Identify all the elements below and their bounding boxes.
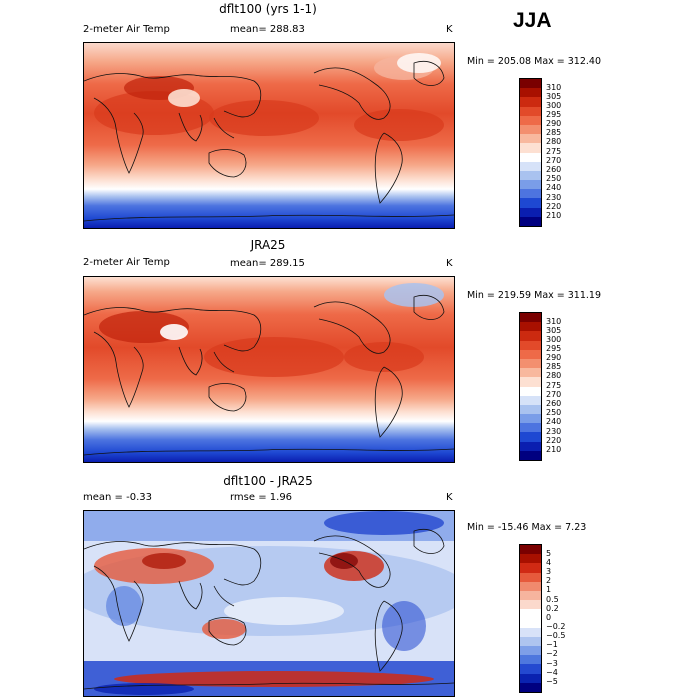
- panel-2-colorbar: [519, 312, 542, 461]
- panel-1-map: [83, 42, 455, 229]
- season-label: JJA: [513, 9, 552, 32]
- panel-2-cbar-label: 295: [546, 344, 562, 353]
- panel-2-cbar-label: 300: [546, 335, 562, 344]
- panel-1-cbar-label: 250: [546, 174, 562, 183]
- panel-1-cbar-label: 305: [546, 92, 562, 101]
- panel-2-cbar-label: 280: [546, 371, 562, 380]
- panel-1-cbar-label: 220: [546, 202, 562, 211]
- panel-2-cbar-label: 220: [546, 436, 562, 445]
- panel-3-cbar-label: 1: [546, 585, 552, 594]
- panel-2-cbar-label: 305: [546, 326, 562, 335]
- panel-1-cbar-label: 280: [546, 137, 562, 146]
- panel-2-cbar-label: 310: [546, 317, 562, 326]
- panel-1-mean: mean= 288.83: [230, 24, 305, 35]
- panel-3-cbar-label: 0.2: [546, 604, 559, 613]
- panel-3-rmse: rmse = 1.96: [230, 492, 293, 503]
- panel-1-unit: K: [446, 24, 453, 35]
- panel-1-cbar-label: 295: [546, 110, 562, 119]
- panel-2-cbar-label: 230: [546, 427, 562, 436]
- panel-3-cbar-label: −5: [546, 677, 558, 686]
- panel-2-map: [83, 276, 455, 463]
- panel-2-minmax: Min = 219.59 Max = 311.19: [467, 290, 601, 301]
- panel-2-cbar-label: 260: [546, 399, 562, 408]
- panel-1-cbar-label: 275: [546, 147, 562, 156]
- panel-3-cbar-label: −0.2: [546, 622, 566, 631]
- panel-3-cbar-label: −0.5: [546, 631, 566, 640]
- panel-3-cbar-label: −2: [546, 649, 558, 658]
- panel-2-cbar-label: 240: [546, 417, 562, 426]
- panel-1-variable-label: 2-meter Air Temp: [83, 24, 170, 35]
- panel-1-cbar-label: 285: [546, 128, 562, 137]
- panel-3-unit: K: [446, 492, 453, 503]
- panel-1-cbar-label: 300: [546, 101, 562, 110]
- panel-3-cbar-label: 4: [546, 558, 552, 567]
- panel-2-cbar-label: 270: [546, 390, 562, 399]
- panel-2-variable-label: 2-meter Air Temp: [83, 257, 170, 268]
- panel-3-cbar-label: −3: [546, 659, 558, 668]
- panel-2-cbar-label: 290: [546, 353, 562, 362]
- panel-2-cbar-label: 210: [546, 445, 562, 454]
- panel-1-cbar-label: 230: [546, 193, 562, 202]
- panel-1-cbar-label: 310: [546, 83, 562, 92]
- panel-3-cbar-label: 2: [546, 576, 552, 585]
- panel-1-minmax: Min = 205.08 Max = 312.40: [467, 56, 601, 67]
- panel-3-cbar-label: 0.5: [546, 595, 559, 604]
- panel-3-cbar-label: −4: [546, 668, 558, 677]
- panel-3-title: dflt100 - JRA25: [223, 474, 313, 488]
- panel-2-title: JRA25: [250, 238, 286, 252]
- panel-2-cbar-label: 250: [546, 408, 562, 417]
- panel-2-mean: mean= 289.15: [230, 258, 305, 269]
- panel-1-cbar-label: 290: [546, 119, 562, 128]
- panel-1-cbar-label: 210: [546, 211, 562, 220]
- panel-3-mean: mean = -0.33: [83, 492, 152, 503]
- panel-3-cbar-label: 0: [546, 613, 552, 622]
- panel-1-cbar-label: 260: [546, 165, 562, 174]
- panel-3-minmax: Min = -15.46 Max = 7.23: [467, 522, 587, 533]
- panel-3-cbar-label: 3: [546, 567, 552, 576]
- panel-3-cbar-label: −1: [546, 640, 558, 649]
- panel-2-unit: K: [446, 258, 453, 269]
- panel-2-cbar-label: 285: [546, 362, 562, 371]
- panel-1-cbar-label: 240: [546, 183, 562, 192]
- panel-1-title: dflt100 (yrs 1-1): [219, 2, 317, 16]
- panel-3-map: [83, 510, 455, 697]
- panel-3-colorbar: [519, 544, 542, 693]
- panel-1-cbar-label: 270: [546, 156, 562, 165]
- panel-1-colorbar: [519, 78, 542, 227]
- panel-3-cbar-label: 5: [546, 549, 552, 558]
- panel-2-cbar-label: 275: [546, 381, 562, 390]
